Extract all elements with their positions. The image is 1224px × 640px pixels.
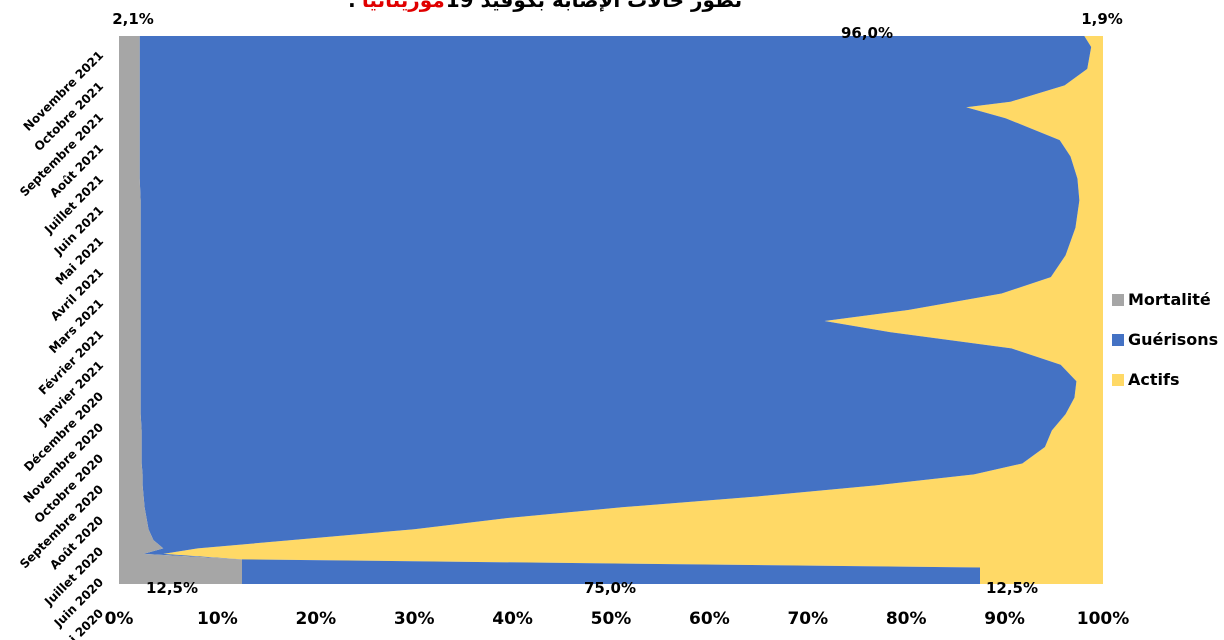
legend-label-actifs: Actifs xyxy=(1128,370,1179,389)
annotation-bottom-mortalite: 12,5% xyxy=(146,579,198,597)
annotation-top-guerisons: 96,0% xyxy=(841,24,893,42)
x-tick-label: 0% xyxy=(105,609,134,629)
x-tick-label: 70% xyxy=(787,609,828,629)
legend: Mortalité Guérisons Actifs xyxy=(1112,290,1218,389)
x-tick-label: 40% xyxy=(492,609,533,629)
legend-swatch-mortalite xyxy=(1112,294,1124,306)
area-guerisons xyxy=(139,36,1092,584)
x-tick-label: 10% xyxy=(197,609,238,629)
annotation-top-actifs: 1,9% xyxy=(1081,10,1123,28)
legend-swatch-actifs xyxy=(1112,374,1124,386)
x-axis: 0% 10% 20% 30% 40% 50% 60% 70% 80% 90% 100% xyxy=(105,609,1130,629)
chart-title: :تطور حالات الإصابة بكوفيد 19 موريتانيا xyxy=(348,0,742,12)
annotation-bottom-guerisons: 75,0% xyxy=(584,579,636,597)
area-actifs xyxy=(163,36,1103,584)
chart-title-red: موريتانيا xyxy=(362,0,445,12)
x-tick-label: 50% xyxy=(591,609,632,629)
x-tick-label: 80% xyxy=(886,609,927,629)
x-tick-label: 90% xyxy=(984,609,1025,629)
plot-area xyxy=(119,36,1103,584)
legend-swatch-guerisons xyxy=(1112,334,1124,346)
chart-title-black: :تطور حالات الإصابة بكوفيد 19 xyxy=(348,0,742,12)
x-tick-label: 20% xyxy=(295,609,336,629)
x-tick-label: 30% xyxy=(394,609,435,629)
annotation-top-mortalite: 2,1% xyxy=(112,10,154,28)
area-mortalite xyxy=(119,36,242,584)
x-tick-label: 60% xyxy=(689,609,730,629)
legend-label-mortalite: Mortalité xyxy=(1128,290,1211,309)
annotation-bottom-actifs: 12,5% xyxy=(986,579,1038,597)
x-tick-label: 100% xyxy=(1077,609,1130,629)
legend-label-guerisons: Guérisons xyxy=(1128,330,1218,349)
